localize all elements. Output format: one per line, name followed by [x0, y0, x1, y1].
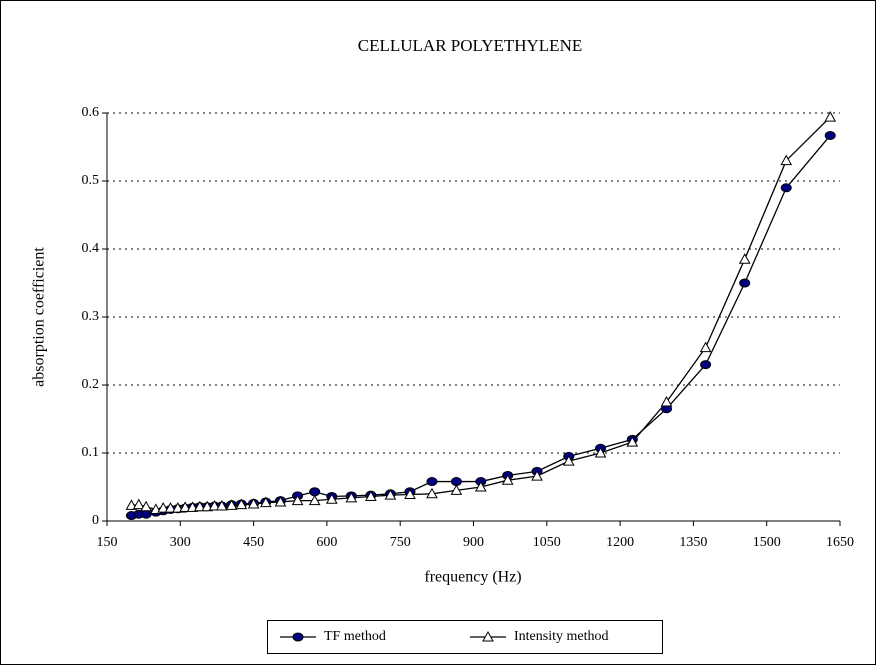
data-point [235, 498, 248, 510]
data-point [780, 183, 792, 193]
data-point [426, 487, 438, 499]
data-point [384, 489, 397, 500]
data-point [201, 500, 214, 512]
data-point [140, 509, 152, 519]
x-tick-label: 600 [316, 535, 337, 550]
data-point [193, 500, 206, 512]
data-point [274, 495, 287, 507]
legend-marker [482, 630, 494, 642]
data-point [450, 477, 462, 487]
data-point [700, 360, 712, 370]
data-point [247, 497, 260, 509]
y-tick-label: 0.1 [82, 445, 100, 460]
data-point [325, 493, 338, 504]
data-point [125, 499, 138, 510]
data-point [824, 130, 836, 140]
data-point [186, 501, 199, 512]
legend-label: Intensity method [514, 629, 609, 644]
data-point [345, 491, 358, 503]
data-point [660, 395, 673, 407]
y-tick-label: 0.3 [82, 309, 100, 324]
data-point [172, 502, 184, 513]
x-tick-label: 750 [390, 535, 411, 550]
x-tick-label: 1650 [826, 535, 854, 550]
x-tick-label: 300 [170, 535, 191, 550]
y-tick-label: 0.6 [82, 105, 100, 120]
y-tick-label: 0.5 [82, 173, 100, 188]
data-point [474, 480, 487, 492]
x-axis-label: frequency (Hz) [424, 569, 521, 586]
data-point [179, 501, 192, 512]
data-point [531, 470, 543, 481]
data-point [738, 253, 751, 264]
data-point [259, 496, 272, 508]
data-point [208, 500, 221, 511]
y-axis-label: absorption coefficient [31, 247, 48, 387]
data-point [291, 494, 304, 506]
y-tick-label: 0 [92, 513, 99, 528]
data-point [426, 477, 438, 487]
data-point [164, 502, 177, 513]
data-point [824, 111, 837, 122]
y-tick-label: 0.2 [82, 377, 100, 392]
data-point [225, 499, 238, 510]
data-point [594, 446, 607, 458]
x-tick-label: 1500 [753, 535, 781, 550]
data-point [132, 498, 145, 510]
data-point [140, 500, 152, 512]
data-point [157, 502, 170, 513]
data-point [501, 474, 514, 485]
data-point [699, 341, 712, 353]
x-tick-label: 150 [97, 535, 118, 550]
y-tick-label: 0.4 [82, 241, 100, 256]
x-tick-label: 1200 [606, 535, 634, 550]
legend-label: TF method [324, 629, 386, 644]
x-tick-label: 900 [463, 535, 484, 550]
data-point [739, 278, 751, 288]
data-point [309, 487, 321, 497]
data-point [626, 436, 639, 447]
x-tick-label: 1050 [533, 535, 561, 550]
data-point [308, 494, 321, 506]
data-point [450, 484, 463, 495]
data-point [562, 455, 575, 466]
data-point [404, 488, 416, 499]
x-tick-label: 450 [243, 535, 264, 550]
data-point [780, 154, 793, 166]
legend-box [267, 620, 663, 654]
legend-marker [292, 632, 304, 642]
chart-title: CELLULAR POLYETHYLENE [358, 36, 582, 55]
data-point [215, 500, 228, 511]
x-tick-label: 1350 [679, 535, 707, 550]
data-point [365, 490, 377, 502]
